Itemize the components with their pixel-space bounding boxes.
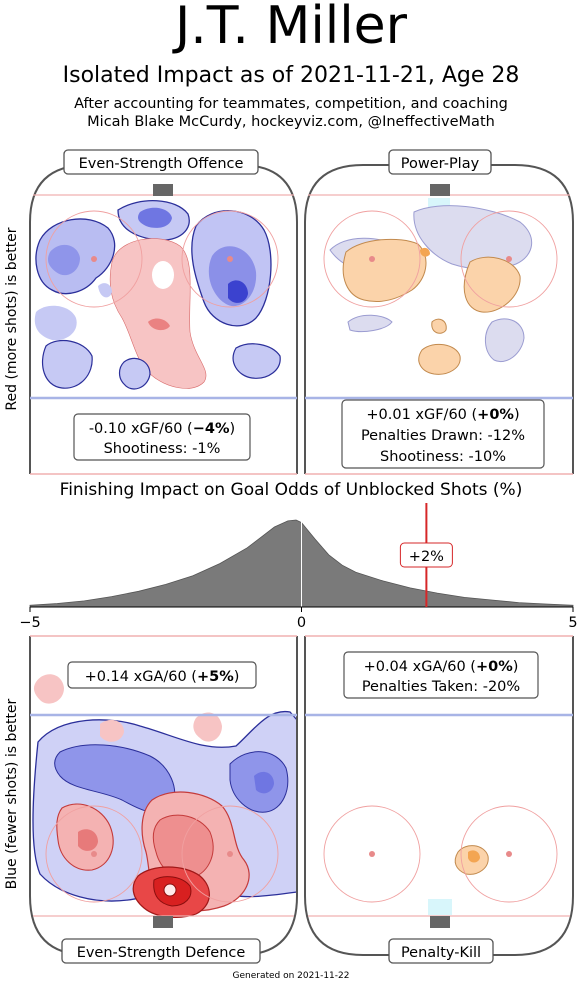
stat-penalty-kill-pct: +0% bbox=[476, 659, 513, 675]
penalty-kill-heatmap bbox=[428, 845, 489, 915]
stat-penalty-kill-penalties-taken: Penalties Taken: -20% bbox=[362, 679, 520, 695]
ev-offence-heatmap bbox=[34, 200, 281, 390]
label-ev-defence-text: Even-Strength Defence bbox=[77, 945, 246, 961]
label-power-play: Power-Play bbox=[388, 149, 492, 175]
caption-line-2: Micah Blake McCurdy, hockeyviz.com, @Ine… bbox=[87, 114, 495, 130]
stat-ev-defence-pct: +5% bbox=[197, 669, 234, 685]
stat-ev-offence-prefix: -0.10 xGF/60 ( bbox=[89, 421, 193, 437]
svg-text:+0.04 xGA/60 (+0%): +0.04 xGA/60 (+0%) bbox=[364, 659, 519, 675]
stat-ev-offence-pct: −4% bbox=[193, 421, 230, 437]
stat-ev-offence-suffix: ) bbox=[230, 421, 236, 437]
ev-offence-rink bbox=[29, 164, 298, 475]
stat-power-play-prefix: +0.01 xGF/60 ( bbox=[366, 407, 477, 423]
stat-box-ev-defence: +0.14 xGA/60 (+5%) bbox=[67, 661, 257, 689]
x-tick-label: −5 bbox=[19, 615, 40, 631]
stat-box-ev-offence: -0.10 xGF/60 (−4%) Shootiness: -1% bbox=[73, 413, 251, 461]
stat-power-play-suffix: ) bbox=[514, 407, 520, 423]
svg-text:+0.14 xGA/60 (+5%): +0.14 xGA/60 (+5%) bbox=[85, 669, 240, 685]
stat-ev-defence-prefix: +0.14 xGA/60 ( bbox=[85, 669, 197, 685]
x-tick-label: 5 bbox=[568, 615, 577, 631]
label-ev-offence-text: Even-Strength Offence bbox=[79, 156, 244, 172]
caption-line-1: After accounting for teammates, competit… bbox=[74, 96, 508, 112]
stat-ev-defence-suffix: ) bbox=[234, 669, 240, 685]
power-play-heatmap bbox=[329, 198, 532, 375]
stat-box-penalty-kill: +0.04 xGA/60 (+0%) Penalties Taken: -20% bbox=[343, 651, 539, 699]
stat-penalty-kill-prefix: +0.04 xGA/60 ( bbox=[364, 659, 476, 675]
stat-power-play-pct: +0% bbox=[477, 407, 514, 423]
label-power-play-text: Power-Play bbox=[401, 156, 480, 172]
svg-text:-0.10 xGF/60 (−4%): -0.10 xGF/60 (−4%) bbox=[89, 421, 235, 437]
chart-title: Finishing Impact on Goal Odds of Unblock… bbox=[59, 480, 523, 500]
label-penalty-kill: Penalty-Kill bbox=[388, 938, 494, 964]
ev-defence-heatmap bbox=[32, 674, 297, 918]
player-name: J.T. Miller bbox=[174, 0, 408, 56]
label-penalty-kill-text: Penalty-Kill bbox=[401, 945, 481, 961]
stat-penalty-kill-suffix: ) bbox=[513, 659, 519, 675]
stat-power-play-shootiness: Shootiness: -10% bbox=[380, 449, 506, 465]
label-ev-offence: Even-Strength Offence bbox=[63, 149, 259, 175]
player-marker-label: +2% bbox=[409, 549, 444, 565]
stat-ev-offence-shootiness: Shootiness: -1% bbox=[104, 441, 221, 457]
generated-footer: Generated on 2021-11-22 bbox=[232, 971, 350, 981]
player-marker-box bbox=[399, 542, 453, 568]
x-tick-label: 0 bbox=[297, 615, 306, 631]
svg-text:+0.01 xGF/60 (+0%): +0.01 xGF/60 (+0%) bbox=[366, 407, 519, 423]
label-ev-defence: Even-Strength Defence bbox=[61, 938, 261, 964]
stat-box-power-play: +0.01 xGF/60 (+0%) Penalties Drawn: -12%… bbox=[341, 399, 545, 469]
stat-power-play-penalties-drawn: Penalties Drawn: -12% bbox=[361, 428, 525, 444]
power-play-rink bbox=[304, 164, 574, 475]
finishing-impact-chart: −5 0 5 +2% bbox=[19, 500, 578, 631]
subtitle: Isolated Impact as of 2021-11-21, Age 28 bbox=[62, 63, 520, 88]
